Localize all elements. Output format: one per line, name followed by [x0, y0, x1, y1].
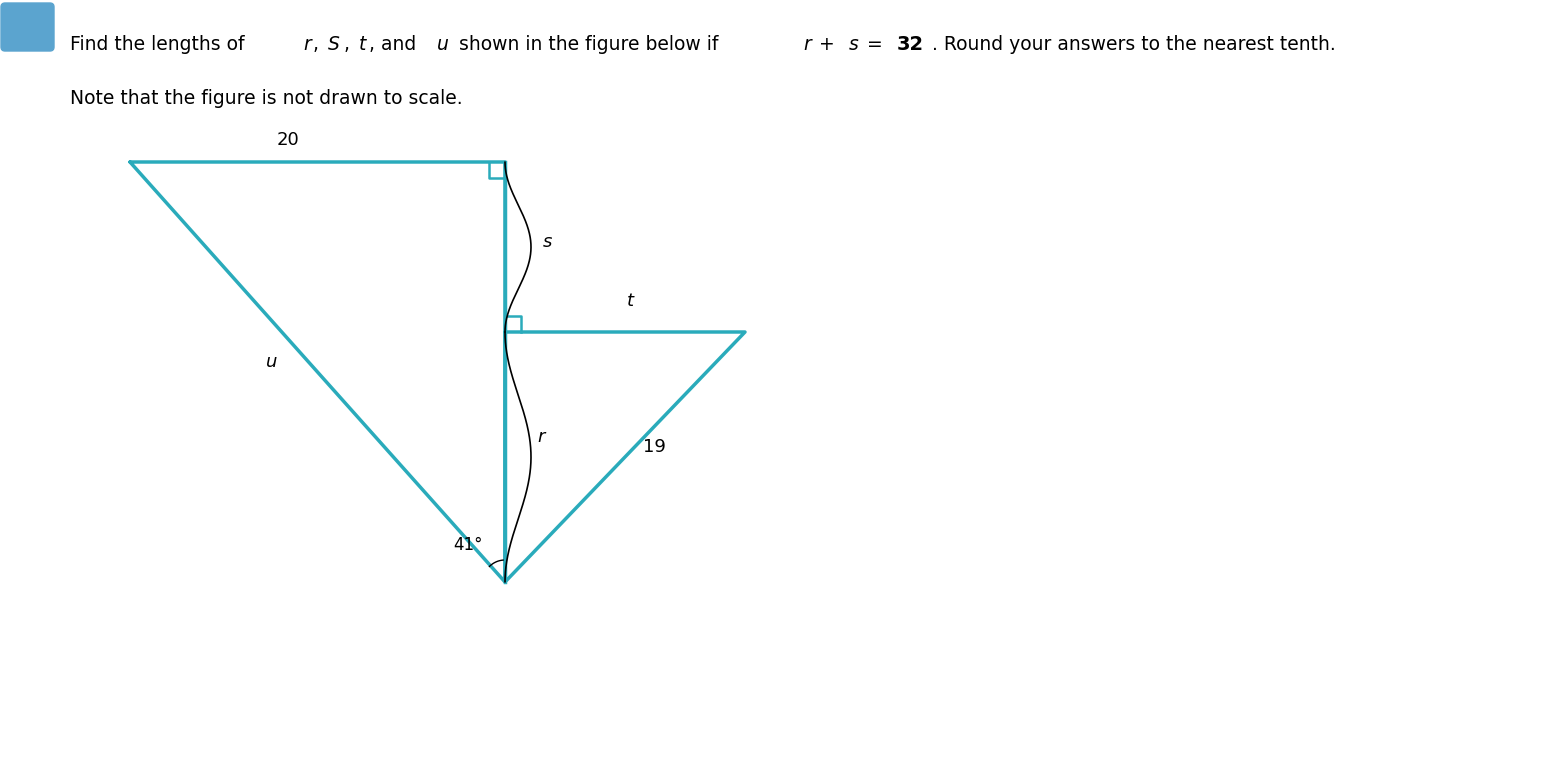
Text: s: s — [848, 35, 859, 54]
Text: +: + — [812, 35, 840, 54]
Text: 20: 20 — [275, 131, 299, 149]
Text: u: u — [266, 353, 277, 371]
Text: shown in the figure below if: shown in the figure below if — [453, 35, 724, 54]
Text: t: t — [627, 292, 633, 310]
Text: , and: , and — [369, 35, 422, 54]
Text: u: u — [437, 35, 450, 54]
FancyBboxPatch shape — [2, 3, 54, 51]
Text: t: t — [359, 35, 367, 54]
Text: ,: , — [344, 35, 356, 54]
Text: Find the lengths of: Find the lengths of — [70, 35, 251, 54]
Text: r: r — [803, 35, 811, 54]
Text: 19: 19 — [643, 438, 666, 456]
Text: 32: 32 — [898, 35, 924, 54]
Text: r: r — [303, 35, 311, 54]
Text: r: r — [537, 428, 545, 446]
Text: =: = — [862, 35, 888, 54]
Text: S: S — [328, 35, 341, 54]
Text: ,: , — [313, 35, 325, 54]
Text: Note that the figure is not drawn to scale.: Note that the figure is not drawn to sca… — [70, 89, 462, 108]
Text: s: s — [543, 233, 552, 251]
Text: . Round your answers to the nearest tenth.: . Round your answers to the nearest tent… — [932, 35, 1337, 54]
Text: 41°: 41° — [453, 536, 482, 554]
